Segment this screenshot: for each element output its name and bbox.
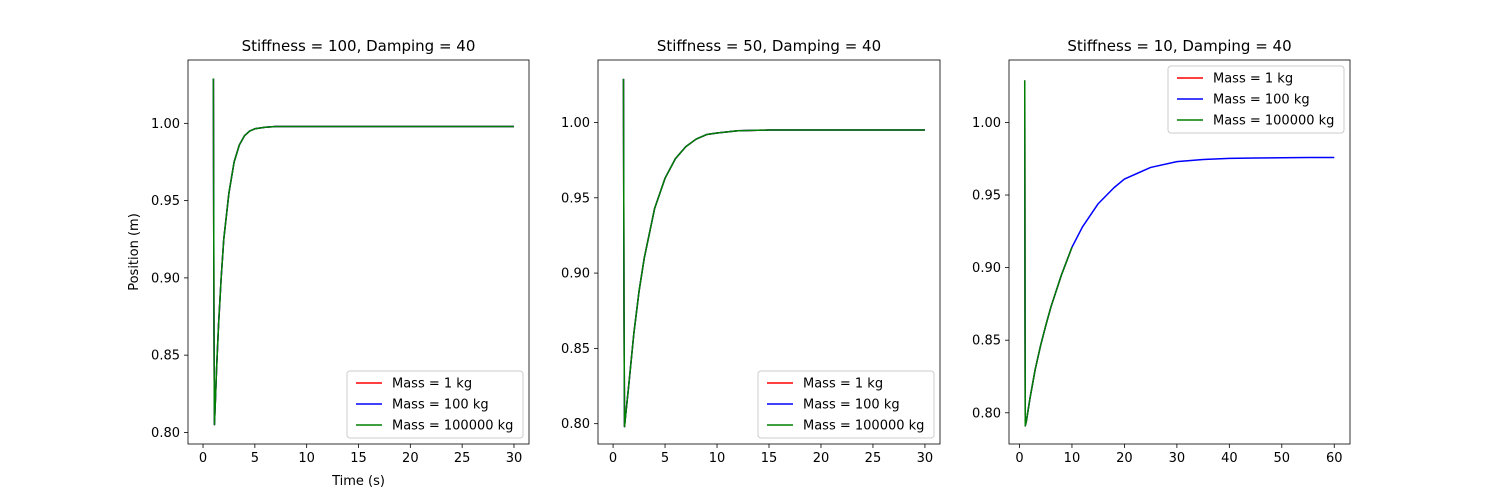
y-tick-label: 0.85 [151,349,180,364]
legend-label-2: Mass = 100 kg [392,398,489,413]
x-tick-label: 30 [506,451,523,466]
series-line-3 [1023,80,1073,427]
x-tick-label: 20 [1116,451,1133,466]
series-line-3 [212,78,514,426]
legend-box [346,370,524,439]
y-axis-label: Position (m) [127,213,142,291]
chart-panel-3: 0 10 20 30 40 50 60 0.80 0.85 0.90 0.95 1.00 Stiffne… [972,37,1351,466]
x-tick-label: 15 [350,451,367,466]
chart-title: Stiffness = 100, Damping = 40 [242,37,476,55]
y-tick-label: 0.80 [561,417,590,432]
x-tick-label: 0 [609,451,617,466]
x-tick-label: 10 [1064,451,1081,466]
y-tick-label: 1.00 [561,116,590,131]
x-tick-label: 20 [813,451,830,466]
x-tick-label: 25 [865,451,882,466]
chart-panel-2: 0 5 10 15 20 25 30 0.80 0.85 0.90 0.95 1.00 Stiffnes… [561,37,941,466]
series-line-3 [622,78,925,428]
y-tick-label: 0.90 [972,261,1001,276]
legend-label-3: Mass = 100000 kg [803,419,924,434]
chart-title: Stiffness = 10, Damping = 40 [1067,37,1291,55]
x-tick-label: 10 [298,451,315,466]
x-tick-label: 5 [251,451,259,466]
series-line-1 [1023,80,1073,427]
series-lines [212,78,514,426]
legend-label-1: Mass = 1 kg [392,377,472,392]
y-tick-label: 0.95 [151,194,180,209]
x-tick-label: 40 [1221,451,1238,466]
x-tick-label: 25 [454,451,471,466]
legend: Mass = 1 kg Mass = 100 kg Mass = 100000 kg [346,370,524,439]
y-tick-label: 0.80 [151,426,180,441]
legend-label-1: Mass = 1 kg [803,377,883,392]
legend: Mass = 1 kg Mass = 100 kg Mass = 100000 kg [757,370,935,439]
x-tick-label: 20 [402,451,419,466]
y-tick-label: 0.85 [561,342,590,357]
x-tick-label: 30 [917,451,934,466]
x-tick-label: 50 [1274,451,1291,466]
x-tick-label: 60 [1326,451,1343,466]
legend-label-2: Mass = 100 kg [803,398,900,413]
legend-label-1: Mass = 1 kg [1213,72,1293,87]
x-tick-label: 30 [1169,451,1186,466]
legend-label-2: Mass = 100 kg [1213,93,1310,108]
x-tick-label: 5 [661,451,669,466]
axes-frame [1008,59,1351,445]
x-tick-label: 0 [1015,451,1023,466]
x-tick-label: 15 [761,451,778,466]
chart-panel-1: 0 5 10 15 20 25 30 0.80 0.85 0.90 0.95 1.00 Stiffnes… [127,37,530,489]
series-lines [1023,80,1335,427]
y-tick-label: 0.85 [972,334,1001,349]
y-tick-label: 1.00 [151,117,180,132]
y-tick-label: 0.80 [972,406,1001,421]
legend-box [1167,65,1345,134]
y-tick-label: 1.00 [972,116,1001,131]
x-tick-label: 10 [709,451,726,466]
x-axis-label: Time (s) [331,474,385,489]
chart-title: Stiffness = 50, Damping = 40 [657,37,881,55]
x-tick-label: 0 [199,451,207,466]
y-tick-label: 0.90 [151,271,180,286]
legend: Mass = 1 kg Mass = 100 kg Mass = 100000 kg [1167,65,1345,134]
series-lines [622,78,925,428]
legend-box [757,370,935,439]
y-tick-label: 0.90 [561,267,590,282]
legend-label-3: Mass = 100000 kg [392,419,513,434]
legend-label-3: Mass = 100000 kg [1213,114,1334,129]
y-tick-label: 0.95 [561,191,590,206]
y-tick-label: 0.95 [972,189,1001,204]
